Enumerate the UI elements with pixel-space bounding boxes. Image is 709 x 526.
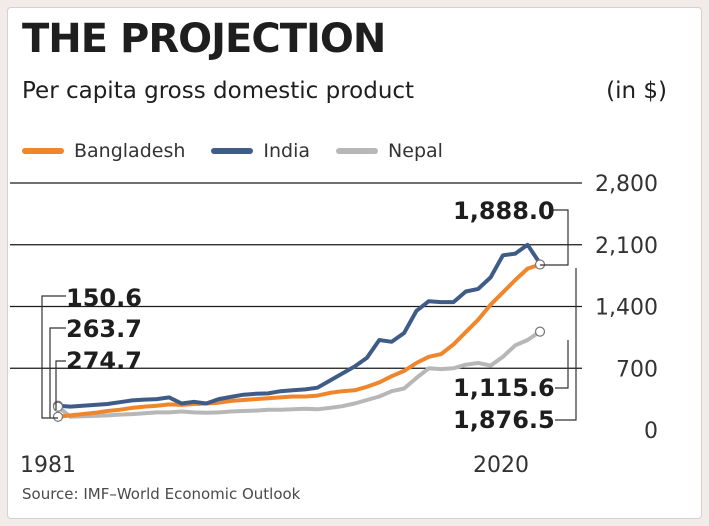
legend-label-india: India bbox=[263, 140, 311, 162]
annotation-leader-6 bbox=[555, 268, 577, 421]
annotation-label-1: 150.6 bbox=[66, 284, 142, 312]
annotation-leader-5 bbox=[555, 340, 569, 389]
x-tick-label-start: 1981 bbox=[20, 453, 76, 478]
legend-swatch-india bbox=[211, 148, 254, 154]
series-line-bangladesh bbox=[56, 262, 542, 419]
legend-label-nepal: Nepal bbox=[388, 140, 443, 162]
legend: Bangladesh India Nepal bbox=[22, 140, 443, 162]
y-tick-label-1400: 1,400 bbox=[595, 296, 658, 321]
y-tick-label-0: 0 bbox=[644, 419, 658, 444]
annotation-label-5: 1,115.6 bbox=[453, 374, 555, 402]
annotation-leader-3 bbox=[55, 360, 66, 410]
legend-item-india: India bbox=[211, 140, 310, 162]
point-marker-bangladesh-start bbox=[52, 411, 64, 422]
annotation-label-2: 263.7 bbox=[66, 315, 142, 343]
point-marker-nepal-start bbox=[52, 401, 64, 412]
point-marker-nepal-end bbox=[534, 326, 546, 337]
x-tick-label-end: 2020 bbox=[473, 453, 529, 478]
legend-swatch-bangladesh bbox=[22, 148, 64, 154]
y-tick-label-2800: 2,800 bbox=[595, 172, 658, 197]
y-tick-label-700: 700 bbox=[616, 357, 658, 382]
chart-subtitle: Per capita gross domestic product bbox=[22, 78, 415, 104]
annotation-label-3: 274.7 bbox=[66, 347, 142, 375]
source-note: Source: IMF–World Economic Outlook bbox=[22, 485, 301, 503]
annotation-leader-2 bbox=[49, 327, 66, 418]
chart-title: THE PROJECTION bbox=[22, 16, 386, 62]
chart-card bbox=[7, 7, 702, 519]
annotation-leader-4 bbox=[540, 209, 569, 266]
unit-label: (in $) bbox=[606, 78, 667, 104]
legend-swatch-nepal bbox=[336, 148, 379, 154]
annotation-leader-1 bbox=[41, 295, 66, 419]
annotation-label-6: 1,876.5 bbox=[453, 406, 555, 434]
series-line-nepal bbox=[56, 329, 542, 419]
legend-item-nepal: Nepal bbox=[336, 140, 443, 162]
series-line-india bbox=[56, 242, 542, 409]
y-tick-label-2100: 2,100 bbox=[595, 234, 658, 259]
legend-label-bangladesh: Bangladesh bbox=[74, 140, 186, 162]
annotation-label-4: 1,888.0 bbox=[453, 197, 555, 225]
legend-item-bangladesh: Bangladesh bbox=[22, 140, 185, 162]
